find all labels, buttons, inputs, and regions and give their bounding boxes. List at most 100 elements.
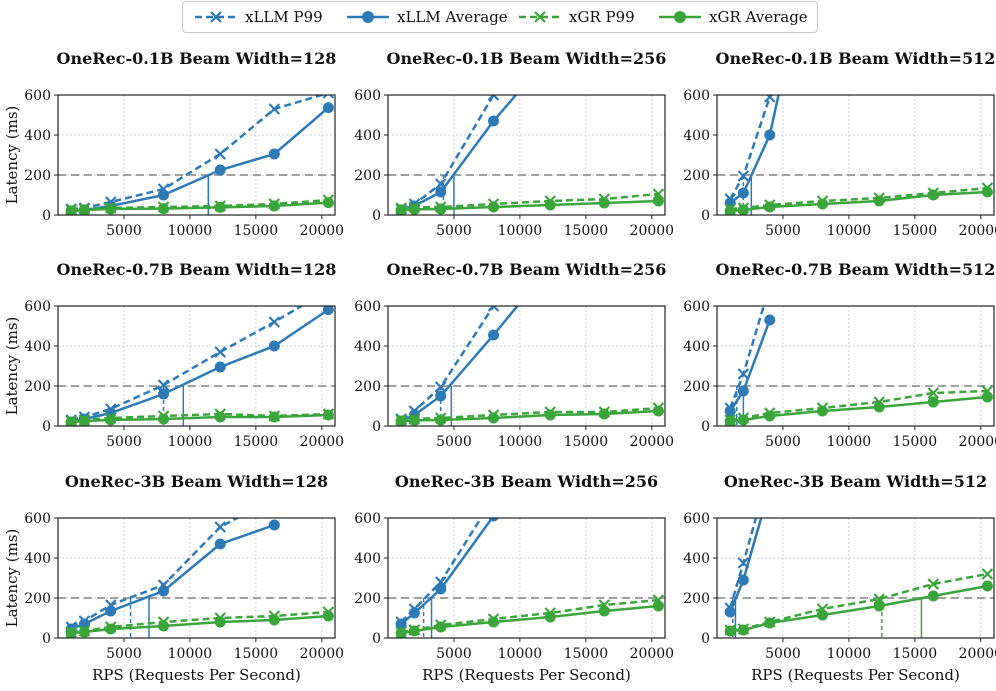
axes-frame [387, 94, 666, 216]
subplot: OneRec-0.7B Beam Width=512 5000 10000 15000… [683, 260, 996, 450]
x-axis-label: RPS (Requests Per Second) [92, 666, 301, 684]
y-tick-label: 200 [24, 168, 51, 184]
data-point [927, 590, 939, 602]
subplot-title: OneRec-0.1B Beam Width=512 [716, 49, 996, 68]
y-tick-label: 200 [683, 379, 710, 395]
data-point [737, 574, 749, 586]
data-point [763, 95, 776, 103]
series-line [71, 95, 327, 211]
series-line [400, 518, 494, 625]
x-tick-label: 5000 [436, 646, 472, 662]
data-point [322, 409, 334, 421]
data-point [214, 164, 226, 176]
x-tick-label: 5000 [436, 223, 472, 239]
data-point [395, 627, 407, 638]
legend-swatch-dashed-x-icon [195, 11, 237, 23]
subplot-title: OneRec-0.1B Beam Width=128 [57, 49, 337, 68]
data-point [268, 340, 280, 352]
data-point [724, 625, 736, 637]
data-point [981, 568, 994, 580]
x-tick-label: 15000 [564, 434, 609, 450]
y-tick-label: 0 [701, 631, 710, 647]
x-tick-label: 20000 [959, 646, 996, 662]
data-point [158, 620, 170, 632]
data-point [214, 521, 227, 533]
y-tick-label: 600 [24, 511, 51, 527]
data-point [268, 148, 280, 160]
series-line [70, 308, 330, 424]
data-point [214, 346, 227, 358]
y-tick-label: 0 [372, 419, 381, 435]
plot-area [724, 70, 994, 215]
x-tick-label: 15000 [893, 434, 938, 450]
data-point [408, 203, 420, 215]
axes-frame [387, 305, 666, 427]
y-tick-label: 400 [354, 128, 381, 144]
series-line [729, 518, 763, 613]
data-point [488, 329, 500, 341]
data-point [322, 102, 334, 114]
legend-label: xLLM Average [397, 8, 508, 26]
data-point [158, 413, 170, 425]
data-point [268, 411, 280, 423]
data-point [78, 415, 90, 426]
data-point [435, 583, 447, 595]
subplot: OneRec-0.7B Beam Width=128 5000 10000 15000… [3, 260, 344, 450]
x-tick-label: 20000 [630, 223, 675, 239]
y-tick-label: 400 [354, 339, 381, 355]
data-point [408, 414, 420, 426]
data-point [873, 195, 885, 207]
x-tick-label: 15000 [234, 434, 279, 450]
data-point [598, 408, 610, 420]
data-point [737, 368, 750, 380]
x-tick-label: 10000 [168, 434, 213, 450]
y-tick-label: 400 [24, 551, 51, 567]
data-point [737, 414, 749, 426]
data-point [322, 306, 334, 316]
y-tick-label: 600 [354, 88, 381, 104]
subplot-title: OneRec-3B Beam Width=128 [65, 472, 328, 491]
y-tick-label: 400 [683, 551, 710, 567]
data-point [981, 580, 993, 592]
x-tick-label: 10000 [168, 646, 213, 662]
data-point [724, 405, 736, 417]
data-point [724, 415, 736, 426]
y-tick-label: 0 [372, 208, 381, 224]
x-tick-label: 5000 [106, 223, 142, 239]
x-tick-label: 10000 [168, 223, 213, 239]
x-tick-label: 10000 [498, 434, 543, 450]
x-tick-label: 20000 [630, 646, 675, 662]
plot-area [724, 518, 994, 638]
data-point [487, 306, 500, 312]
data-point [652, 195, 664, 207]
legend-item-xllm-p99: xLLM P99 [191, 2, 341, 32]
x-tick-label: 10000 [827, 223, 872, 239]
y-tick-label: 600 [683, 299, 710, 315]
subplot: OneRec-0.7B Beam Width=256 5000 10000 15000… [354, 260, 674, 450]
y-tick-label: 600 [683, 511, 710, 527]
y-tick-label: 0 [42, 208, 51, 224]
data-point [395, 618, 407, 630]
x-tick-label: 10000 [827, 434, 872, 450]
data-point [764, 410, 776, 422]
data-point [817, 198, 829, 210]
data-point [927, 387, 940, 399]
x-axis-label: RPS (Requests Per Second) [751, 666, 960, 684]
y-tick-label: 600 [354, 511, 381, 527]
plot-area [65, 306, 335, 426]
data-point [268, 200, 280, 212]
data-point [488, 412, 500, 424]
legend-swatch-solid-circle-icon [347, 11, 389, 23]
x-tick-label: 15000 [893, 223, 938, 239]
series-line [70, 306, 304, 422]
data-point [777, 70, 788, 81]
legend-item-xgr-average: xGR Average [655, 2, 815, 32]
y-axis-label: Latency (ms) [3, 106, 21, 205]
x-tick-label: 10000 [498, 646, 543, 662]
data-point [927, 578, 940, 590]
data-point [65, 627, 77, 638]
x-tick-label: 5000 [106, 646, 142, 662]
series-line [400, 95, 518, 212]
axes-frame [57, 305, 336, 427]
